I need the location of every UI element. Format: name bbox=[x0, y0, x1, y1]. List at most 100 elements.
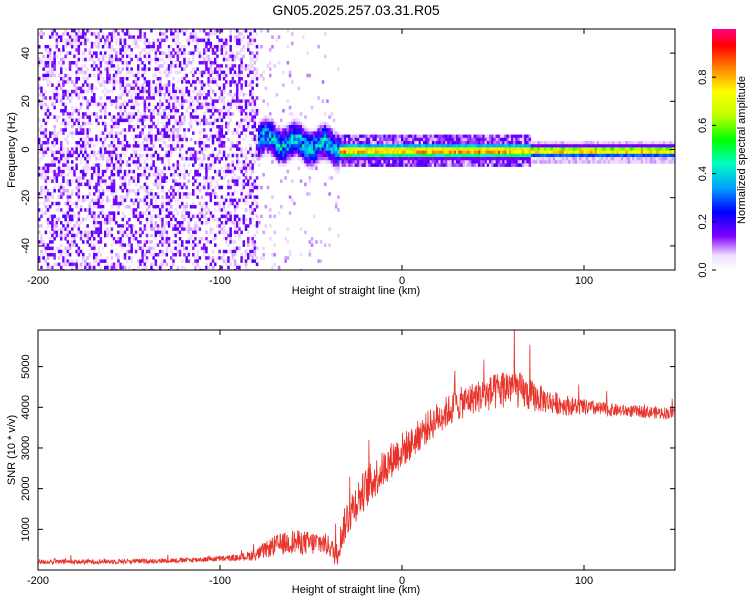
spectrogram-cell bbox=[390, 134, 393, 139]
spectrogram-cell bbox=[192, 51, 195, 55]
spectrogram-cell bbox=[288, 121, 292, 126]
spectrogram-cell bbox=[112, 265, 116, 270]
spectrogram-cell bbox=[117, 32, 120, 36]
spectrogram-cell bbox=[350, 163, 353, 167]
spectrogram-cell bbox=[216, 131, 219, 135]
spectrogram-cell bbox=[383, 160, 386, 164]
spectrogram-cell bbox=[101, 45, 105, 49]
spectrogram-cell bbox=[299, 253, 303, 257]
spectrogram-cell bbox=[409, 157, 413, 161]
spectrogram-cell bbox=[148, 249, 151, 254]
spectrogram-cell bbox=[170, 45, 173, 49]
spectrogram-cell bbox=[225, 80, 228, 84]
spectrogram-cell bbox=[207, 163, 210, 167]
spectrogram-cell bbox=[60, 57, 63, 62]
spectrogram-cell bbox=[196, 214, 199, 219]
spectrogram-cell bbox=[82, 169, 85, 174]
spectrogram-cell bbox=[376, 137, 380, 142]
spectrogram-cell bbox=[189, 227, 193, 231]
spectrogram-cell bbox=[392, 144, 395, 148]
spectrogram-cell bbox=[145, 144, 149, 148]
spectrogram-cell bbox=[137, 205, 140, 209]
spectrogram-cell bbox=[238, 160, 241, 164]
spectrogram-cell bbox=[326, 137, 329, 142]
spectrogram-cell bbox=[205, 256, 208, 260]
spectrogram-cell bbox=[409, 150, 413, 155]
spectrogram-cell bbox=[288, 137, 292, 142]
spectrogram-cell bbox=[174, 134, 177, 139]
spectrogram-cell bbox=[75, 131, 78, 135]
spectrogram-cell bbox=[515, 163, 518, 167]
spectrogram-cell bbox=[207, 253, 210, 257]
spectrogram-cell bbox=[115, 201, 118, 206]
spectrogram-cell bbox=[104, 112, 107, 116]
spectrogram-cell bbox=[134, 163, 138, 167]
spectrogram-cell bbox=[511, 157, 514, 161]
spectrogram-cell bbox=[211, 153, 215, 158]
spectrogram-cell bbox=[71, 240, 74, 244]
spectrogram-cell bbox=[121, 57, 125, 62]
spectrogram-cell bbox=[128, 128, 131, 132]
spectrogram-cell bbox=[211, 179, 215, 183]
spectrogram-cell bbox=[194, 173, 197, 177]
spectrogram-cell bbox=[178, 221, 182, 225]
spectrogram-cell bbox=[297, 131, 301, 135]
spectrogram-cell bbox=[115, 41, 118, 46]
spectrogram-cell bbox=[394, 137, 397, 142]
spectrogram-cell bbox=[66, 189, 70, 193]
spectrogram-cell bbox=[379, 147, 382, 151]
spectrogram-cell bbox=[253, 134, 257, 139]
spectrogram-cell bbox=[416, 141, 419, 145]
spectrogram-cell bbox=[110, 125, 114, 129]
spectrogram-cell bbox=[86, 157, 89, 161]
spectrogram-cell bbox=[222, 112, 226, 116]
spectrogram-cell bbox=[123, 182, 127, 187]
spectrogram-cell bbox=[242, 67, 246, 71]
spectrogram-cell bbox=[262, 99, 265, 103]
spectrogram-cell bbox=[211, 249, 215, 254]
spectrogram-cell bbox=[115, 64, 118, 68]
spectrogram-cell bbox=[271, 121, 274, 126]
spectrogram-cell bbox=[218, 41, 221, 46]
spectrogram-cell bbox=[141, 131, 144, 135]
spectrogram-cell bbox=[407, 147, 411, 151]
spectrogram-cell bbox=[233, 208, 237, 212]
spectrogram-cell bbox=[469, 163, 472, 167]
spectrogram-cell bbox=[280, 118, 283, 123]
spectrogram-cell bbox=[211, 141, 215, 145]
spectrogram-cell bbox=[326, 131, 329, 135]
spectrogram-cell bbox=[255, 141, 259, 145]
spectrogram-cell bbox=[86, 237, 89, 241]
spectrogram-cell bbox=[304, 115, 307, 119]
spectrogram-cell bbox=[60, 249, 63, 254]
spectrogram-cell bbox=[530, 144, 534, 148]
spectrogram-cell bbox=[537, 144, 540, 148]
spectrogram-cell bbox=[196, 99, 199, 103]
spectrogram-cell bbox=[247, 240, 250, 244]
spectrogram-cell bbox=[86, 169, 89, 174]
spectrogram-cell bbox=[513, 134, 516, 139]
spectrogram-cell bbox=[346, 157, 349, 161]
spectrogram-cell bbox=[110, 185, 114, 190]
spectrogram-cell bbox=[123, 230, 127, 235]
spectrogram-cell bbox=[218, 128, 221, 132]
spectrogram-cell bbox=[460, 163, 463, 167]
spectrogram-cell bbox=[123, 99, 127, 103]
spectrogram-cell bbox=[71, 32, 74, 36]
spectrogram-cell bbox=[324, 243, 327, 247]
spectrogram-cell bbox=[101, 192, 105, 196]
spectrogram-cell bbox=[416, 160, 419, 164]
spectrogram-cell bbox=[176, 221, 180, 225]
spectrogram-cell bbox=[132, 179, 136, 183]
spectrogram-cell bbox=[152, 227, 155, 231]
spectrogram-cell bbox=[236, 35, 239, 39]
spectrogram-cell bbox=[145, 265, 149, 270]
spectrogram-cell bbox=[79, 86, 83, 91]
spectrogram-cell bbox=[97, 134, 100, 139]
spectrogram-cell bbox=[46, 173, 50, 177]
spectrogram-cell bbox=[154, 253, 158, 257]
spectrogram-cell bbox=[66, 77, 70, 81]
spectrogram-cell bbox=[141, 173, 144, 177]
spectrogram-cell bbox=[231, 201, 235, 206]
spectrogram-cell bbox=[286, 153, 290, 158]
